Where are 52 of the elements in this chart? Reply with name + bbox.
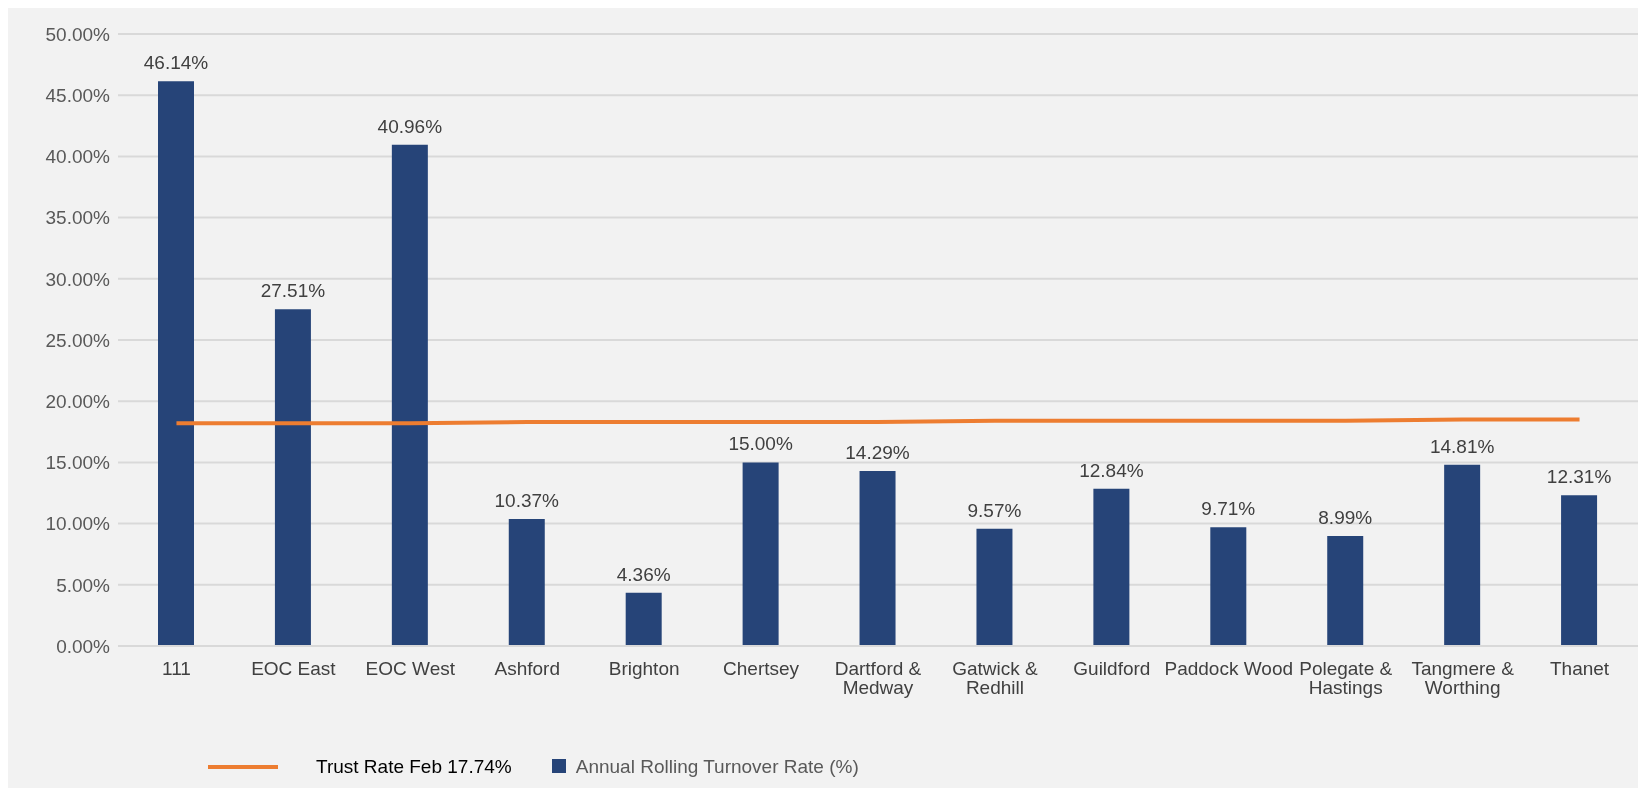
x-tick-label: Brighton (608, 658, 680, 680)
bar (976, 528, 1013, 646)
x-tick-label: Paddock Wood (1164, 658, 1294, 680)
x-tick-label: Polegate & Hastings (1299, 658, 1393, 699)
bar (391, 144, 428, 646)
x-tick-label: Thanet (1549, 658, 1610, 680)
bar (508, 519, 545, 646)
y-tick-label: 25.00% (45, 329, 111, 351)
y-tick-label: 20.00% (45, 390, 111, 412)
y-tick-label: 40.00% (45, 146, 111, 168)
y-tick-label: 45.00% (45, 84, 111, 106)
data-label: 40.96% (377, 115, 443, 137)
bar (1327, 535, 1364, 646)
legend-label: Annual Rolling Turnover Rate (%) (575, 756, 859, 778)
bar (859, 471, 896, 646)
data-label: 9.71% (1201, 498, 1256, 520)
bar (1093, 488, 1130, 646)
data-label: 8.99% (1318, 506, 1373, 528)
bar (274, 309, 311, 646)
x-tick-label: Chertsey (723, 658, 800, 680)
bar (158, 81, 194, 646)
data-label: 4.36% (616, 563, 671, 585)
bar (1561, 495, 1598, 646)
x-tick-label: EOC West (365, 658, 456, 680)
x-tick-label: 111 (162, 658, 191, 680)
bar (625, 592, 662, 646)
x-tick-label: Gatwick & Redhill (952, 658, 1038, 699)
data-label: 12.31% (1546, 466, 1612, 488)
y-tick-label: 0.00% (56, 635, 111, 657)
data-label: 9.57% (967, 499, 1022, 521)
data-label: 12.84% (1079, 459, 1144, 481)
bar (742, 462, 779, 646)
data-label: 46.14% (143, 52, 209, 74)
bar (1444, 464, 1481, 646)
y-tick-label: 5.00% (56, 574, 111, 596)
data-label: 27.51% (260, 280, 326, 302)
data-label: 14.81% (1429, 435, 1495, 457)
y-tick-label: 10.00% (45, 513, 111, 535)
y-tick-label: 30.00% (45, 268, 111, 290)
y-tick-label: 35.00% (45, 207, 111, 229)
x-tick-label: Dartford & Medway (834, 658, 922, 699)
x-tick-label: EOC East (251, 658, 337, 680)
data-label: 14.29% (845, 442, 910, 464)
x-tick-label: Ashford (494, 658, 560, 680)
data-label: 15.00% (728, 433, 793, 455)
legend-label: Trust Rate Feb 17.74% (316, 756, 512, 778)
bar (1210, 527, 1247, 646)
x-tick-label: Tangmere & Worthing (1411, 658, 1515, 699)
y-tick-label: 15.00% (45, 452, 111, 474)
x-tick-label: Guildford (1073, 658, 1151, 680)
y-tick-label: 50.00% (45, 23, 111, 45)
data-label: 10.37% (494, 490, 560, 512)
